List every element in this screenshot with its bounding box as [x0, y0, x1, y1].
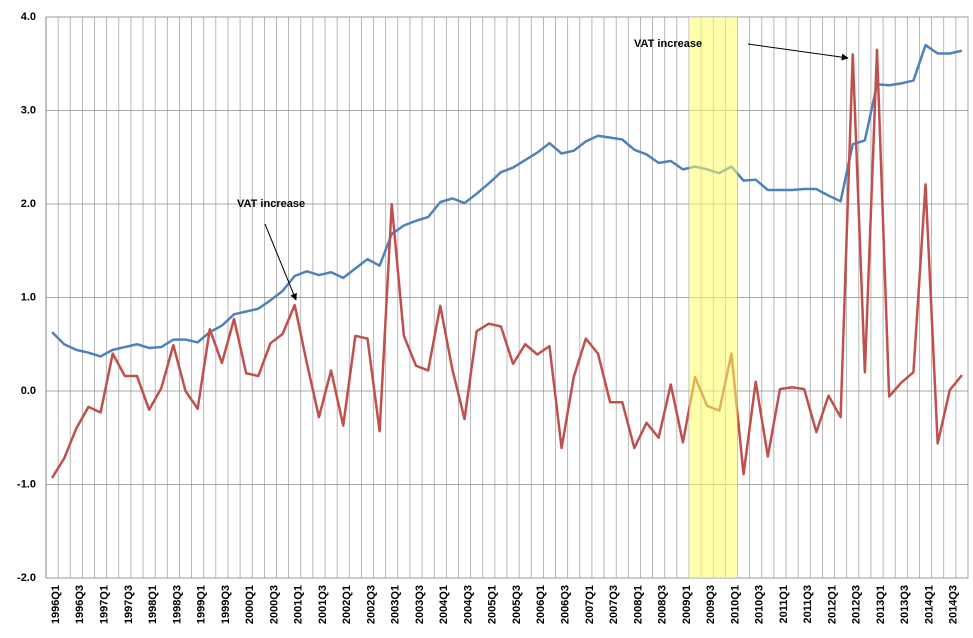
- x-tick-label: 1996Q1: [50, 585, 62, 624]
- x-tick-label: 2000Q1: [244, 585, 256, 624]
- y-tick-label: 2.0: [21, 198, 36, 210]
- x-tick-label: 2007Q3: [608, 585, 620, 624]
- x-tick-label: 2006Q3: [559, 585, 571, 624]
- x-tick-label: 2004Q1: [438, 585, 450, 624]
- y-tick-label: -1.0: [17, 478, 36, 490]
- grid: [45, 16, 969, 579]
- y-tick-label: -2.0: [17, 572, 36, 584]
- x-tick-label: 1998Q1: [147, 585, 159, 624]
- x-tick-label: 2012Q3: [851, 585, 863, 624]
- x-tick-label: 2013Q3: [899, 585, 911, 624]
- x-tick-label: 1998Q3: [171, 585, 183, 624]
- x-tick-label: 2008Q3: [657, 585, 669, 624]
- y-tick-label: 0.0: [21, 385, 36, 397]
- series-line: [51, 43, 963, 358]
- x-tick-label: 1999Q3: [220, 585, 232, 624]
- x-tick-label: 1999Q1: [196, 585, 208, 624]
- annotation: VAT increase: [634, 38, 702, 50]
- y-tick-label: 1.0: [21, 291, 36, 303]
- x-tick-label: 1997Q3: [123, 585, 135, 624]
- y-tick-label: 4.0: [21, 11, 36, 23]
- x-tick-label: 2003Q1: [390, 585, 402, 624]
- x-tick-label: 2002Q3: [365, 585, 377, 624]
- x-tick-label: 2001Q1: [293, 585, 305, 624]
- x-tick-label: 2014Q1: [923, 585, 935, 624]
- x-tick-label: 2002Q1: [341, 585, 353, 624]
- x-tick-label: 2008Q1: [632, 585, 644, 624]
- x-tick-label: 2005Q3: [511, 585, 523, 624]
- x-tick-label: 2001Q3: [317, 585, 329, 624]
- x-tick-label: 2003Q3: [414, 585, 426, 624]
- x-tick-label: 2014Q3: [948, 585, 960, 624]
- annotation-arrow: [264, 223, 297, 301]
- x-tick-label: 2013Q1: [875, 585, 887, 624]
- x-tick-label: 1997Q1: [98, 585, 110, 624]
- x-tick-label: 2005Q1: [487, 585, 499, 624]
- x-tick-label: 2012Q1: [826, 585, 838, 624]
- x-tick-label: 2010Q3: [754, 585, 766, 624]
- y-tick-label: 3.0: [21, 104, 36, 116]
- annotation-arrow: [747, 43, 849, 61]
- x-tick-label: 2000Q3: [268, 585, 280, 624]
- annotation: VAT increase: [237, 198, 305, 210]
- x-tick-label: 2009Q3: [705, 585, 717, 624]
- x-tick-label: 2006Q1: [535, 585, 547, 624]
- plot-area: [51, 17, 963, 578]
- series-line: [51, 48, 963, 479]
- x-tick-label: 2009Q1: [681, 585, 693, 624]
- x-tick-label: 2007Q1: [584, 585, 596, 624]
- x-tick-label: 2011Q3: [802, 585, 814, 624]
- x-tick-label: 1996Q3: [74, 585, 86, 624]
- x-tick-label: 2011Q1: [778, 585, 790, 624]
- highlight-band: [688, 17, 738, 578]
- x-tick-label: 2004Q3: [462, 585, 474, 624]
- x-tick-label: 2010Q1: [729, 585, 741, 624]
